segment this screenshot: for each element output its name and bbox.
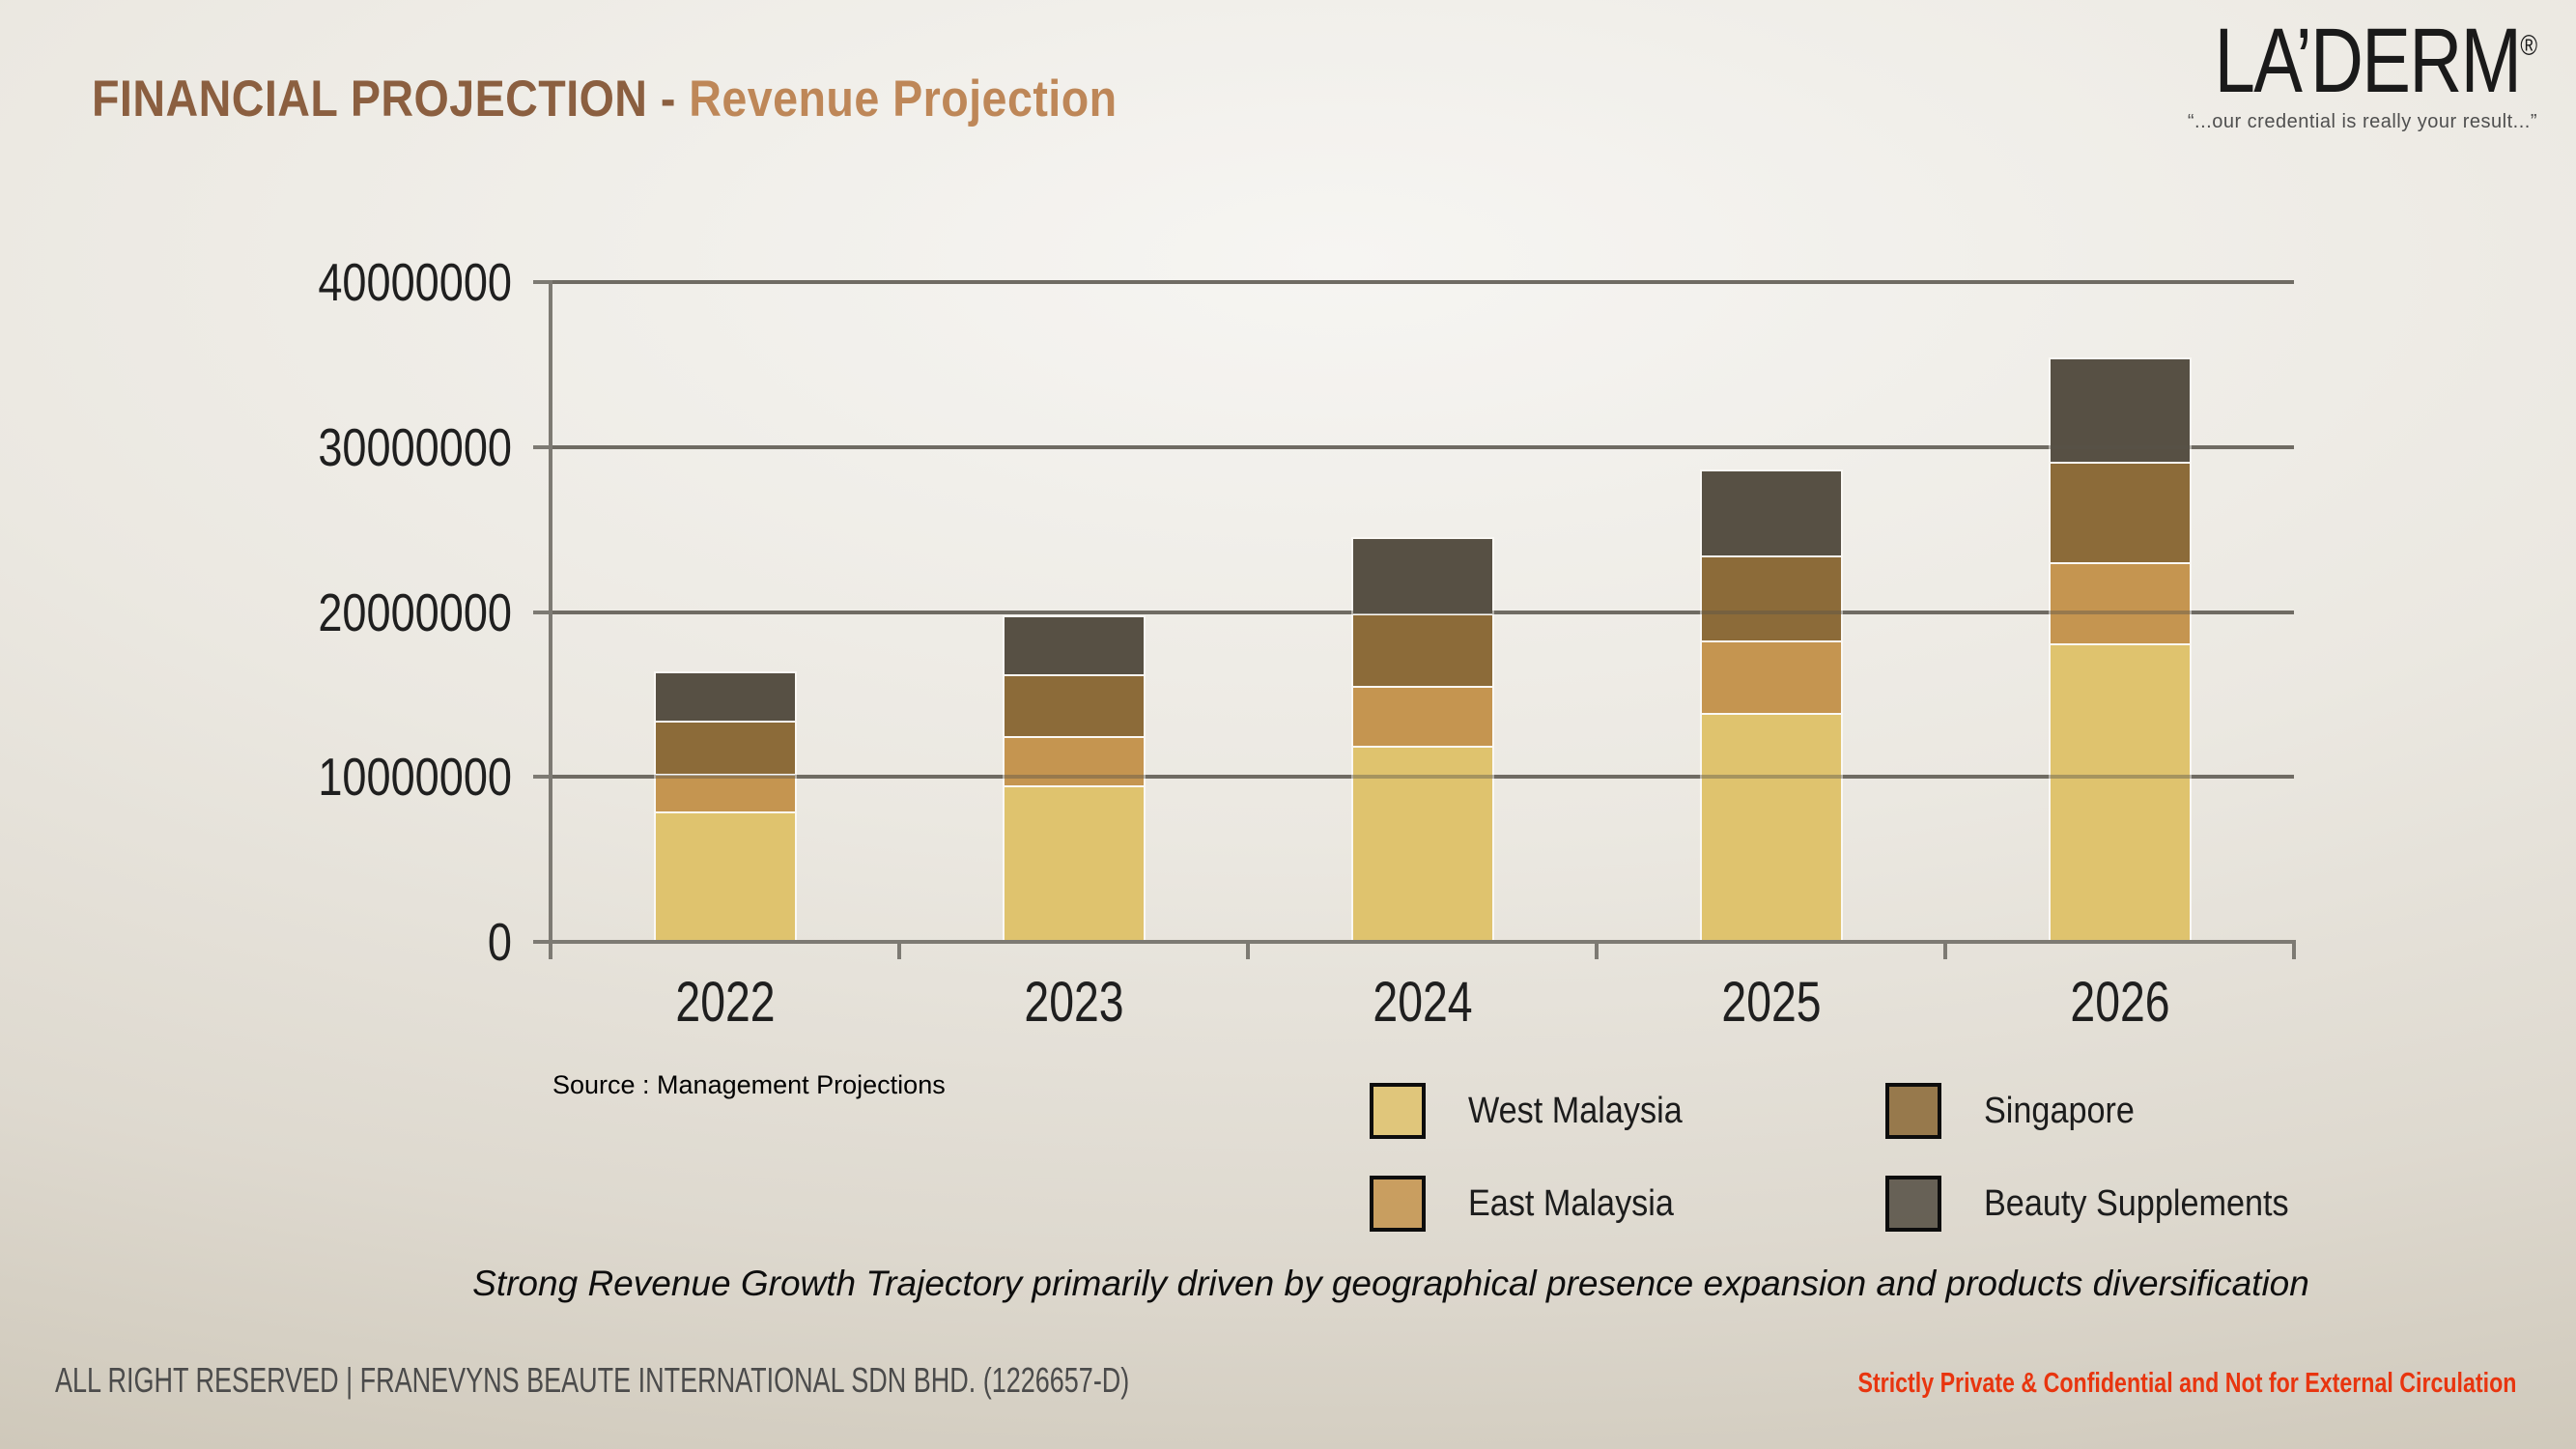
bar-segment-east-malaysia <box>1350 684 1494 748</box>
x-axis-tick <box>1943 942 1947 959</box>
gridline-overlay <box>551 444 2294 449</box>
bar-segment-east-malaysia <box>1699 638 1843 715</box>
bar-segment-east-malaysia <box>2048 560 2192 645</box>
bar-segment-singapore <box>653 719 797 776</box>
brand-name: LA’DERM <box>2214 10 2522 112</box>
page-title: FINANCIAL PROJECTION - Revenue Projectio… <box>92 70 1118 128</box>
x-axis-tick <box>1246 942 1250 959</box>
x-tick-label: 2022 <box>674 971 776 1034</box>
brand-logo: LA’DERM® “...our credential is really yo… <box>2134 15 2537 133</box>
legend-swatch-singapore <box>1885 1083 1941 1139</box>
gridline-overlay <box>551 610 2294 614</box>
title-main: FINANCIAL PROJECTION - <box>92 71 690 128</box>
brand-logo-wordmark: LA’DERM® <box>2215 15 2537 107</box>
bar-segment-east-malaysia <box>653 771 797 814</box>
bar-segment-east-malaysia <box>1002 733 1146 787</box>
x-tick-label: 2026 <box>2069 971 2170 1034</box>
title-sub: Revenue Projection <box>689 71 1118 128</box>
y-tick-label: 0 <box>487 912 512 972</box>
legend-label-east-malaysia: East Malaysia <box>1468 1183 1674 1224</box>
y-axis-line <box>549 280 552 959</box>
y-axis-tick <box>533 775 549 780</box>
legend-swatch-beauty-supplements <box>1885 1176 1941 1232</box>
footer-copyright: ALL RIGHT RESERVED | FRANEVYNS BEAUTE IN… <box>55 1360 1130 1400</box>
x-axis-tick <box>2292 942 2296 959</box>
bar-segment-west-malaysia <box>2048 640 2192 944</box>
registered-trademark-icon: ® <box>2520 30 2537 62</box>
y-axis-tick <box>533 940 549 944</box>
y-tick-label: 40000000 <box>318 252 512 312</box>
bar-segment-west-malaysia <box>1350 743 1494 944</box>
y-tick-label: 30000000 <box>318 416 512 477</box>
legend-label-beauty-supplements: Beauty Supplements <box>1984 1183 2289 1224</box>
bar-segment-singapore <box>1350 611 1494 689</box>
x-tick-label: 2023 <box>1023 971 1124 1034</box>
legend-swatch-fill <box>1373 1179 1422 1228</box>
y-tick-label: 20000000 <box>318 582 512 642</box>
bar-segment-beauty-supplements <box>1002 614 1146 677</box>
brand-tagline: “...our credential is really your result… <box>2187 111 2537 132</box>
legend-swatch-fill <box>1373 1087 1422 1135</box>
bar-segment-singapore <box>1699 554 1843 642</box>
bar-segment-west-malaysia <box>653 810 797 944</box>
bar-segment-west-malaysia <box>1699 710 1843 944</box>
legend-label-west-malaysia: West Malaysia <box>1468 1091 1683 1131</box>
gridline-overlay <box>551 775 2294 780</box>
y-axis-tick <box>533 444 549 449</box>
gridline-overlay <box>551 280 2294 284</box>
y-axis-tick <box>533 280 549 284</box>
x-axis-line <box>549 940 2296 944</box>
legend-swatch-west-malaysia <box>1370 1083 1426 1139</box>
x-axis-tick <box>897 942 901 959</box>
legend-swatch-fill <box>1889 1087 1938 1135</box>
y-tick-label: 10000000 <box>318 747 512 808</box>
bar-segment-beauty-supplements <box>2048 357 2192 465</box>
x-axis-tick <box>1595 942 1599 959</box>
x-tick-label: 2025 <box>1720 971 1822 1034</box>
y-axis-tick <box>533 610 549 614</box>
gridline <box>551 444 2294 449</box>
bar-segment-beauty-supplements <box>1699 469 1843 558</box>
bar-segment-beauty-supplements <box>1350 537 1494 616</box>
bar-segment-singapore <box>1002 672 1146 738</box>
footer-confidential: Strictly Private & Confidential and Not … <box>1857 1368 2516 1399</box>
key-message: Strong Revenue Growth Trajectory primari… <box>472 1264 2309 1303</box>
gridline <box>551 280 2294 284</box>
legend-swatch-fill <box>1889 1179 1938 1228</box>
source-note: Source : Management Projections <box>552 1070 946 1099</box>
bar-segment-singapore <box>2048 460 2192 565</box>
x-tick-label: 2024 <box>1372 971 1473 1034</box>
x-axis-tick <box>549 942 552 959</box>
bar-segment-beauty-supplements <box>653 670 797 724</box>
legend-label-singapore: Singapore <box>1984 1091 2135 1131</box>
legend-swatch-east-malaysia <box>1370 1176 1426 1232</box>
bar-segment-west-malaysia <box>1002 782 1146 944</box>
